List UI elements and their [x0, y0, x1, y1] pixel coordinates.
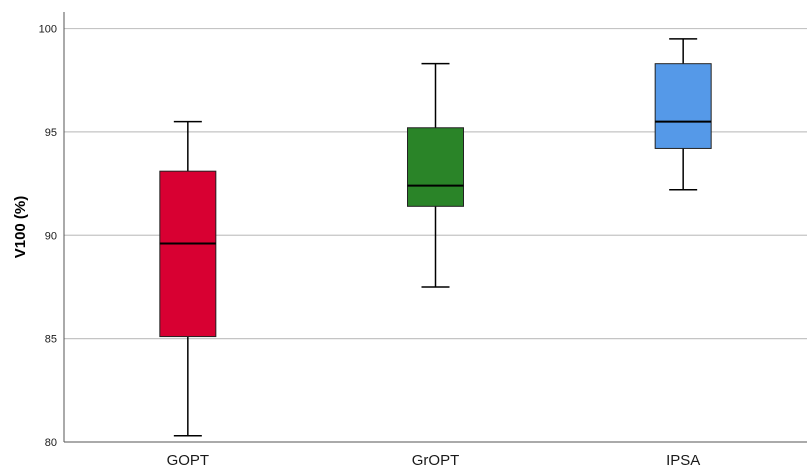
y-tick-label: 95: [45, 127, 57, 139]
iqr-box: [407, 127, 464, 207]
boxes: [159, 38, 712, 437]
iqr-box: [654, 63, 712, 149]
y-tick-label: 100: [39, 24, 57, 36]
x-category-labels: GOPT GrOPT IPSA: [167, 452, 701, 467]
iqr-box: [159, 170, 217, 338]
box-gropt: [407, 62, 464, 288]
y-tick-label: 85: [45, 334, 57, 346]
box-gopt: [159, 120, 217, 437]
axes: [63, 12, 807, 443]
box-ipsa: [654, 38, 712, 191]
x-category-label: IPSA: [666, 452, 700, 467]
y-tick-label: 80: [45, 437, 57, 449]
y-tick-labels: 80 85 90 95 100: [39, 24, 57, 449]
x-category-label: GrOPT: [412, 452, 460, 467]
x-category-label: GOPT: [167, 452, 210, 467]
y-axis-title: V100 (%): [12, 196, 29, 259]
y-tick-label: 90: [45, 230, 57, 242]
